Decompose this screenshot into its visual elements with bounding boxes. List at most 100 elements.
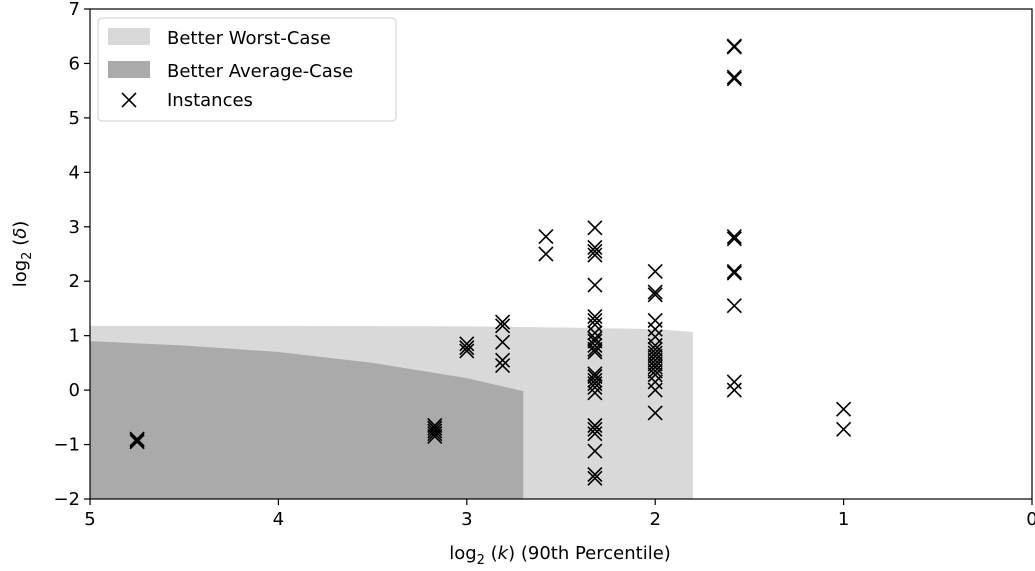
x-tick-label: 2 [649,509,660,530]
instance-marker [726,382,742,398]
instance-marker [587,379,603,395]
instance-marker [427,417,443,434]
instance-marker [129,432,145,448]
y-tick-label: −2 [53,489,80,510]
y-tick-label: 2 [69,271,80,292]
instance-marker [836,421,852,437]
legend-label-average-case: Better Average-Case [167,61,353,82]
instance-marker [587,309,603,325]
instance-marker [427,428,443,444]
instance-marker [129,434,145,450]
instance-marker [587,325,603,341]
instance-marker [587,239,603,256]
y-tick-label: 4 [69,162,80,183]
legend-swatch-worst-case [108,28,150,45]
instance-marker [587,330,603,346]
instance-marker [587,341,603,357]
instance-marker [647,341,663,357]
instance-marker [726,374,742,390]
instance-marker [647,345,663,361]
instance-marker [495,358,511,374]
instance-marker [538,246,554,262]
instance-marker [587,243,603,259]
instance-marker [587,312,603,328]
instance-marker [587,470,603,486]
instance-marker [647,337,663,354]
x-tick-label: 5 [84,509,95,530]
instance-marker [587,421,603,437]
instance-markers [129,38,852,486]
instance-marker [647,367,663,383]
instance-marker [726,263,742,279]
instance-marker [459,340,475,356]
instance-marker [647,321,663,337]
y-tick-label: 0 [69,380,80,401]
instance-marker [726,231,742,247]
x-axis-label: log2 (k) (90th Percentile) [449,543,671,568]
instance-marker [495,352,511,368]
instance-marker [647,348,663,364]
region-average-case [90,341,524,499]
instance-marker [587,333,603,349]
instance-marker [726,71,742,87]
y-tick-label: 6 [69,53,80,74]
x-tick-label: 1 [838,509,849,530]
instance-marker [726,229,742,245]
instance-marker [495,314,511,330]
instance-marker [587,466,603,483]
y-tick-label: 5 [69,108,80,129]
instance-marker [647,363,663,379]
x-tick-label: 3 [461,509,472,530]
legend-box [97,17,397,122]
instance-marker [647,284,663,300]
instance-marker [427,420,443,436]
instance-marker [427,423,443,439]
y-axis-ticks: −2 −1 0 1 2 3 4 5 6 7 [53,0,90,510]
instance-marker [495,318,511,334]
x-tick-label: 0 [1026,509,1035,530]
instance-marker [587,337,603,354]
instance-marker [587,417,603,434]
instance-marker [587,277,603,293]
instance-marker [647,263,663,279]
instance-marker [647,352,663,368]
y-tick-label: 1 [69,326,80,347]
shaded-regions [90,325,693,499]
instance-marker [726,298,742,314]
instance-marker [587,426,603,442]
instance-marker [726,265,742,281]
instance-marker [647,359,663,375]
instance-marker [587,247,603,263]
instance-marker [538,229,554,245]
instance-marker [587,344,603,360]
instance-marker [587,372,603,388]
instance-marker [647,356,663,372]
instance-marker [647,405,663,421]
legend-marker-instances [121,92,137,108]
instance-marker [427,426,443,442]
legend: Better Worst-Case Better Average-Case In… [97,17,397,122]
instance-marker [459,343,475,359]
instance-marker [836,401,852,417]
instance-marker [587,385,603,401]
instance-marker [647,287,663,303]
x-tick-label: 4 [273,509,284,530]
instance-marker [726,69,742,85]
y-axis-label: log2 (δ) [10,221,35,288]
instance-marker [647,374,663,390]
y-tick-label: 3 [69,217,80,238]
plot-frame [89,8,1033,500]
instance-marker [459,336,475,352]
instance-marker [587,317,603,333]
instance-marker [587,220,603,236]
legend-swatch-average-case [108,61,150,78]
instance-marker [726,38,742,54]
instance-marker [587,443,603,459]
x-axis-ticks: 5 4 3 2 1 0 [84,499,1035,530]
legend-label-worst-case: Better Worst-Case [167,28,331,49]
y-tick-label: −1 [53,435,80,456]
y-tick-label: 7 [69,0,80,20]
legend-label-instances: Instances [167,90,253,111]
instance-marker [647,382,663,398]
